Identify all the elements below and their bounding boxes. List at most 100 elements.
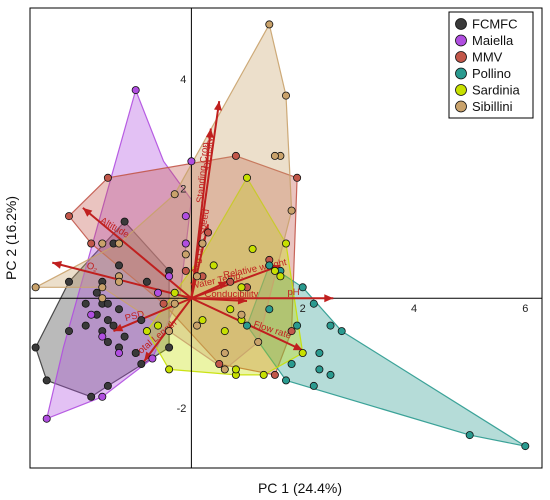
point-fcmfc [165, 343, 174, 352]
loading-label: Density [202, 137, 216, 170]
point-mmv [226, 277, 235, 286]
point-maiella [181, 239, 190, 248]
x-tick-label: 6 [522, 303, 528, 315]
point-fcmfc [137, 359, 146, 368]
arrowhead [217, 281, 228, 290]
point-sibillini [265, 20, 274, 29]
point-sardinia [276, 272, 285, 281]
point-sardinia [231, 365, 240, 374]
point-maiella [148, 354, 157, 363]
point-fcmfc [103, 381, 112, 390]
point-fcmfc [81, 299, 90, 308]
point-fcmfc [31, 343, 40, 352]
point-mmv [87, 239, 96, 248]
point-fcmfc [115, 305, 124, 314]
arrowhead [213, 101, 222, 111]
point-sibillini [237, 310, 246, 319]
legend-box [448, 11, 534, 119]
point-sardinia [142, 327, 151, 336]
point-sibillini [181, 250, 190, 259]
point-sibillini [192, 272, 201, 281]
point-mmv [270, 370, 279, 379]
point-fcmfc [103, 299, 112, 308]
point-sibillini [115, 239, 124, 248]
point-sibillini [98, 283, 107, 292]
y-tick-label: 2 [180, 184, 186, 196]
point-fcmfc [109, 321, 118, 330]
tick-labels: 2 4 6 4 2 -2 [177, 74, 529, 415]
point-fcmfc [65, 277, 74, 286]
point-pollino [309, 381, 318, 390]
loading-arrow [82, 207, 193, 300]
point-sibillini [98, 294, 107, 303]
hull-pollino [246, 264, 526, 447]
point-mmv [215, 359, 224, 368]
point-maiella [153, 288, 162, 297]
point-fcmfc [103, 337, 112, 346]
legend-marker-sardinia [455, 84, 467, 96]
arrowhead [324, 294, 334, 303]
loading-arrow [190, 100, 221, 299]
loading-label: Conducibility [205, 289, 259, 300]
point-pollino [298, 283, 307, 292]
point-sardinia [270, 266, 279, 275]
point-fcmfc [42, 376, 51, 385]
point-fcmfc [120, 332, 129, 341]
y-tick-label: 4 [180, 74, 186, 86]
point-fcmfc [81, 321, 90, 330]
arrowhead [205, 128, 214, 138]
legend-label-maiella: Maiella [472, 33, 514, 48]
point-sardinia [248, 244, 257, 253]
point-maiella [181, 212, 190, 221]
x-axis-title: PC 1 (24.4%) [258, 480, 342, 496]
arrowhead [82, 207, 93, 217]
point-maiella [131, 86, 140, 95]
loading-label: pH [287, 287, 299, 298]
point-pollino [326, 321, 335, 330]
point-fcmfc [115, 261, 124, 270]
point-mmv [287, 327, 296, 336]
point-mmv [204, 228, 213, 237]
point-sardinia [153, 321, 162, 330]
point-sardinia [170, 288, 179, 297]
x-tick-label: 2 [300, 303, 306, 315]
arrowhead [292, 342, 303, 351]
point-pollino [521, 442, 530, 451]
point-sibillini [170, 299, 179, 308]
point-sibillini [31, 283, 40, 292]
point-fcmfc [65, 327, 74, 336]
y-tick-label: -2 [177, 403, 187, 415]
point-sibillini [198, 239, 207, 248]
legend-label-pollino: Pollino [472, 66, 511, 81]
point-pollino [265, 261, 274, 270]
legend-label-mmv: MMV [472, 50, 503, 65]
point-pollino [309, 299, 318, 308]
point-mmv [231, 151, 240, 160]
arrowhead [237, 296, 248, 305]
point-sibillini [115, 277, 124, 286]
point-pollino [326, 370, 335, 379]
point-sibillini [287, 206, 296, 215]
legend-label-fcmfc: FCMFC [472, 17, 518, 32]
point-sibillini [270, 151, 279, 160]
point-pollino [281, 376, 290, 385]
point-sardinia [242, 173, 251, 182]
loading-arrow [191, 297, 248, 302]
point-pollino [293, 321, 302, 330]
x-tick-label: 4 [411, 303, 417, 315]
point-fcmfc [131, 348, 140, 357]
point-sibillini [98, 239, 107, 248]
point-sardinia [237, 283, 246, 292]
point-pollino [465, 431, 474, 440]
point-maiella [98, 332, 107, 341]
arrowhead [52, 260, 62, 269]
sample-points [31, 20, 530, 451]
point-sardinia [165, 365, 174, 374]
loading-arrow [191, 264, 281, 300]
point-fcmfc [87, 392, 96, 401]
point-sibillini [165, 327, 174, 336]
point-sardinia [220, 327, 229, 336]
point-fcmfc [142, 277, 151, 286]
legend-label-sardinia: Sardinia [472, 83, 520, 98]
